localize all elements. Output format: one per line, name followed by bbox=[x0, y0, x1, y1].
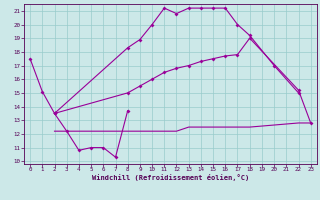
X-axis label: Windchill (Refroidissement éolien,°C): Windchill (Refroidissement éolien,°C) bbox=[92, 174, 249, 181]
